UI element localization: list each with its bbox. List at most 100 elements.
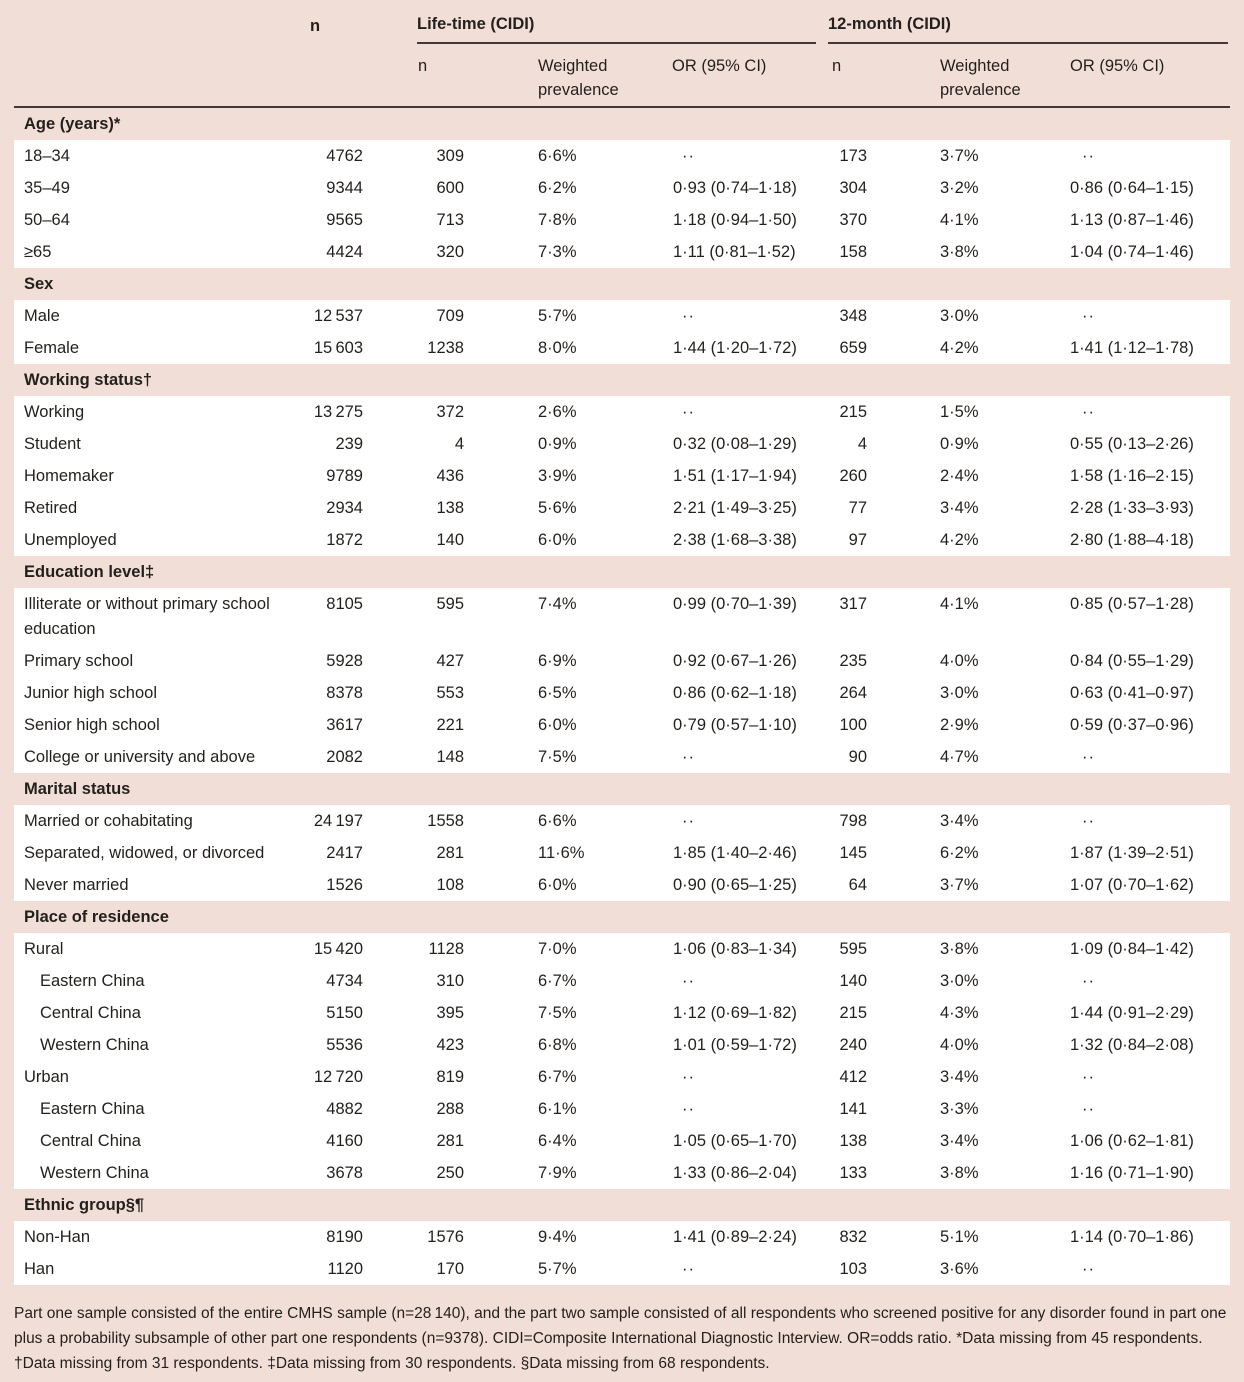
- cell: 8·0%: [538, 338, 577, 357]
- table-row: Illiterate or without primary school edu…: [14, 588, 1230, 645]
- cell: 1·41 (0·89–2·24): [673, 1227, 797, 1246]
- cell: ··: [1082, 747, 1095, 766]
- row-label: Homemaker: [24, 466, 114, 485]
- cell: 7·9%: [538, 1163, 577, 1182]
- cell: 3·7%: [940, 146, 979, 165]
- cell: 553: [436, 683, 464, 702]
- cell: 6·6%: [538, 811, 577, 830]
- cell: 240: [839, 1035, 867, 1054]
- section-header: Age (years)*: [14, 108, 1230, 140]
- cell: 370: [839, 210, 867, 229]
- table-body: Age (years)* 18–34 4762 309 6·6% ·· 173 3·7% ·· 3…: [14, 108, 1230, 1285]
- cell: 1526: [326, 875, 363, 894]
- cell: 12 537: [313, 306, 363, 325]
- cell: 4·1%: [940, 594, 979, 613]
- table-footnote: Part one sample consisted of the entire …: [14, 1305, 1227, 1372]
- cell: 148: [436, 747, 464, 766]
- row-label: ≥65: [24, 242, 52, 261]
- cell: 819: [436, 1067, 464, 1086]
- cell: 4·0%: [940, 651, 979, 670]
- cell: 600: [436, 178, 464, 197]
- group-header-row: n Life-time (CIDI) 12-month (CIDI): [14, 0, 1230, 44]
- cell: 6·0%: [538, 715, 577, 734]
- cell: 0·99 (0·70–1·39): [673, 594, 797, 613]
- section-rows: Male 12 537 709 5·7% ·· 348 3·0% ·· Female 15 603…: [14, 300, 1230, 364]
- cell: 5·7%: [538, 306, 577, 325]
- cell: 0·93 (0·74–1·18): [673, 178, 797, 197]
- row-label: Urban: [24, 1067, 69, 1086]
- table-row: Urban 12 720 819 6·7% ·· 412 3·4% ··: [14, 1061, 1230, 1093]
- cell: ··: [1082, 402, 1095, 421]
- cell: ··: [682, 1067, 695, 1086]
- cell: 1·44 (0·91–2·29): [1070, 1003, 1194, 1022]
- row-label: Non-Han: [24, 1227, 91, 1246]
- row-label: Eastern China: [40, 971, 145, 990]
- cell: 97: [848, 530, 867, 549]
- cell: 6·7%: [538, 1067, 577, 1086]
- table-row: Female 15 603 1238 8·0% 1·44 (1·20–1·72) 659 4…: [14, 332, 1230, 364]
- cell: 1·12 (0·69–1·82): [673, 1003, 797, 1022]
- cell: 1·04 (0·74–1·46): [1070, 242, 1194, 261]
- cell: 3·9%: [538, 466, 577, 485]
- cell: 436: [436, 466, 464, 485]
- row-label: Central China: [40, 1131, 141, 1150]
- cell: 0·85 (0·57–1·28): [1070, 594, 1194, 613]
- cell: 1·5%: [940, 402, 979, 421]
- cell: 133: [839, 1163, 867, 1182]
- section-header: Sex: [14, 268, 1230, 300]
- cell: 13 275: [313, 402, 363, 421]
- table-row: Never married 1526 108 6·0% 0·90 (0·65–1·25)…: [14, 869, 1230, 901]
- cell: 140: [839, 971, 867, 990]
- cell: ··: [682, 306, 695, 325]
- row-label: Retired: [24, 498, 78, 517]
- cell: 1·11 (0·81–1·52): [673, 242, 796, 261]
- cell: 3678: [326, 1163, 363, 1182]
- cell: ··: [1082, 811, 1095, 830]
- sub-header-row: n Weighted prevalence OR (95% CI) n Weig…: [14, 44, 1230, 106]
- cell: 1·06 (0·62–1·81): [1070, 1131, 1194, 1150]
- cell: 3·2%: [940, 178, 979, 197]
- cell: 215: [839, 402, 867, 421]
- cell: 423: [436, 1035, 464, 1054]
- cell: 309: [436, 146, 464, 165]
- table-row: ≥65 4424 320 7·3% 1·11 (0·81–1·52) 158 3·8% 1·0…: [14, 236, 1230, 268]
- cell: 395: [436, 1003, 464, 1022]
- cell: 6·1%: [538, 1099, 577, 1118]
- cell: 2·9%: [940, 715, 979, 734]
- cell: 108: [436, 875, 464, 894]
- cell: ··: [1082, 1067, 1095, 1086]
- cell: ··: [1082, 146, 1095, 165]
- cell: 1·32 (0·84–2·08): [1070, 1035, 1194, 1054]
- cell: 170: [436, 1259, 464, 1278]
- cell: ··: [682, 146, 695, 165]
- cell: 9565: [326, 210, 363, 229]
- cell: 1·05 (0·65–1·70): [673, 1131, 797, 1150]
- cell: 1·18 (0·94–1·50): [673, 210, 797, 229]
- table-row: Eastern China 4734 310 6·7% ·· 140 3·0% ··: [14, 965, 1230, 997]
- cell: ··: [682, 1259, 695, 1278]
- cell: 239: [335, 434, 363, 453]
- cell: 77: [848, 498, 867, 517]
- section-header: Ethnic group§¶: [14, 1189, 1230, 1221]
- cell: 7·3%: [538, 242, 577, 261]
- cell: 3·7%: [940, 875, 979, 894]
- cell: 659: [839, 338, 867, 357]
- row-label: 18–34: [24, 146, 70, 165]
- cell: 5·1%: [940, 1227, 979, 1246]
- cell: 4·7%: [940, 747, 979, 766]
- table-row: Central China 5150 395 7·5% 1·12 (0·69–1·82)…: [14, 997, 1230, 1029]
- cell: 6·2%: [940, 843, 979, 862]
- section-header: Marital status: [14, 773, 1230, 805]
- cell: 1·58 (1·16–2·15): [1070, 466, 1194, 485]
- cell: 3·8%: [940, 939, 979, 958]
- cell: 2·38 (1·68–3·38): [673, 530, 797, 549]
- cell: 103: [839, 1259, 867, 1278]
- row-label: Eastern China: [40, 1099, 145, 1118]
- cell: 0·9%: [940, 434, 979, 453]
- table-row: Western China 3678 250 7·9% 1·33 (0·86–2·04)…: [14, 1157, 1230, 1189]
- cell: 6·4%: [538, 1131, 577, 1150]
- cell: 1·07 (0·70–1·62): [1070, 875, 1194, 894]
- cell: 6·7%: [538, 971, 577, 990]
- section-rows: Married or cohabitating 24 197 1558 6·6% ·· 7…: [14, 805, 1230, 901]
